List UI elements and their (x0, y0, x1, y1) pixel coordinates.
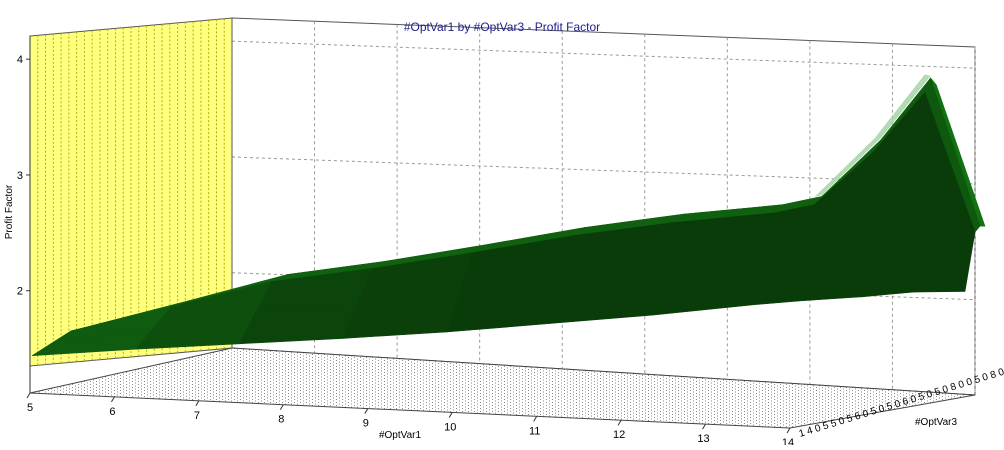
x-tick-label: 9 (363, 418, 369, 430)
x-tick-mark (111, 396, 115, 403)
surface-layer (31, 74, 986, 356)
y-tick-label: 2 (17, 286, 23, 298)
x-tick-mark (195, 400, 200, 407)
x-tick-mark (279, 404, 284, 410)
x-tick-mark (786, 427, 791, 434)
x-tick-label: 7 (194, 410, 200, 422)
x-axis-label: #OptVar1 (379, 430, 421, 441)
x-tick-mark (364, 408, 369, 414)
chart-title: #OptVar1 by #OptVar3 - Profit Factor (404, 20, 600, 34)
x-tick-label: 13 (697, 433, 709, 445)
x-tick-label: 12 (613, 429, 625, 441)
x-tick-label: 5 (27, 402, 33, 414)
x-tick-mark (448, 412, 453, 418)
x-tick-label: 11 (529, 425, 540, 437)
surface-facet (912, 191, 971, 293)
x-tick-mark (26, 392, 31, 399)
z-axis-label: #OptVar3 (915, 417, 957, 428)
surface-peak-facet (814, 74, 931, 198)
back-wall-grid-hline (231, 40, 976, 69)
x-tick-mark (617, 419, 622, 426)
y-tick-label: 4 (17, 54, 23, 66)
x-tick-label: 8 (278, 414, 284, 426)
x-tick-mark (702, 423, 706, 430)
y-tick-label: 3 (17, 170, 23, 182)
x-tick-mark (533, 416, 538, 422)
x-tick-label: 10 (444, 421, 456, 433)
y-axis-label: Profit Factor (4, 184, 15, 239)
x-tick-label: 14 (782, 437, 794, 445)
x-tick-label: 6 (109, 406, 115, 418)
